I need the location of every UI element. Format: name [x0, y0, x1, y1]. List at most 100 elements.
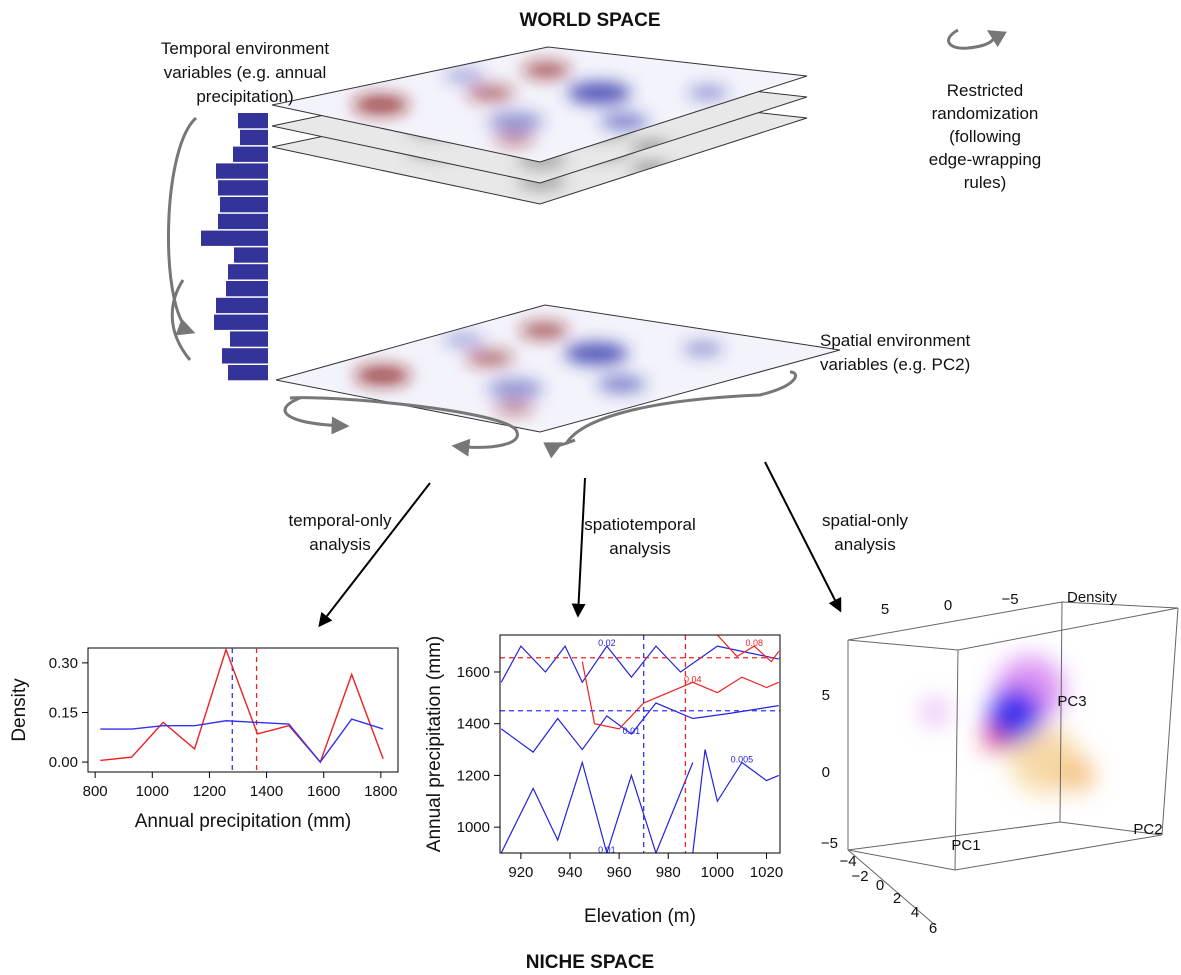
hist-bar	[222, 348, 268, 364]
hist-bar	[218, 213, 268, 230]
x-tick-label: 1800	[364, 783, 397, 800]
label-line: randomization	[932, 104, 1039, 123]
label-line: precipitation)	[196, 87, 293, 106]
contour-line	[692, 749, 780, 853]
label-line: rules)	[964, 173, 1007, 192]
arrow	[167, 116, 198, 336]
axis-label: PC1	[951, 837, 980, 854]
arrow	[764, 461, 842, 613]
tick-label: 0	[876, 877, 884, 894]
tick-label: −5	[1001, 591, 1018, 608]
x-tick-label: 1000	[136, 783, 169, 800]
hist-bar	[214, 314, 268, 330]
arrow	[170, 279, 192, 361]
texture-blob	[688, 85, 728, 100]
arrow	[564, 370, 797, 445]
axis-label: PC3	[1057, 693, 1086, 710]
texture-blob	[597, 375, 646, 393]
hist-bar	[226, 281, 268, 297]
density-cloud	[921, 656, 1094, 794]
y-tick-label: 0.15	[49, 704, 78, 721]
layer-base	[276, 305, 840, 432]
world-layers	[271, 46, 841, 433]
temporal-histogram	[201, 113, 268, 381]
arrow	[283, 396, 350, 435]
labels: Temporal environment variables (e.g. annu…	[161, 39, 1041, 558]
contour-label: 0.08	[745, 638, 763, 648]
tick-label: 0	[944, 597, 952, 614]
hist-bar	[234, 247, 268, 263]
tick-label: −4	[839, 853, 856, 870]
tick-label: 4	[911, 904, 919, 921]
texture-blob	[466, 84, 515, 102]
tick-label: 2	[893, 890, 901, 907]
hist-bar	[201, 230, 268, 246]
label-line: temporal-only	[289, 511, 392, 530]
plot-frame	[87, 647, 399, 773]
label-line: (following	[949, 127, 1021, 146]
x-tick-label: 980	[656, 864, 681, 881]
texture-blob	[352, 95, 409, 115]
texture-blob	[487, 112, 544, 132]
label-line: analysis	[609, 539, 670, 558]
texture-blob	[567, 81, 632, 105]
x-tick-label: 960	[607, 864, 632, 881]
layer-edge	[271, 46, 808, 163]
x-tick-label: 940	[557, 864, 582, 881]
contour-line	[500, 644, 779, 684]
x-tick-label: 920	[508, 864, 533, 881]
world-title: WORLD SPACE	[519, 10, 660, 31]
axis-label: Density	[1067, 589, 1118, 606]
tick-label: 5	[881, 601, 889, 618]
x-tick-label: 1200	[193, 783, 226, 800]
layer-texture	[354, 322, 723, 415]
tick-label: −5	[821, 835, 838, 852]
contour-line	[500, 760, 694, 853]
texture-blob	[631, 162, 672, 177]
hist-bar	[228, 365, 268, 381]
texture-blob	[354, 365, 411, 386]
layer-edge	[275, 304, 841, 433]
layer	[276, 305, 840, 432]
arrow	[571, 477, 586, 618]
contour-plot: 0.02 0.01 0.01 0.005 0.04 0.08 920 940 960 980 100…	[424, 634, 783, 927]
y-tick-label: 1200	[457, 767, 490, 784]
label-line: Spatial environment	[820, 331, 971, 350]
arrow	[947, 28, 1007, 50]
texture-blob	[564, 342, 629, 365]
hist-bar	[220, 197, 268, 213]
niche-title: NICHE SPACE	[526, 952, 654, 973]
arrow	[543, 438, 576, 459]
contour-label: 0.02	[598, 638, 616, 648]
hist-bar	[218, 180, 268, 196]
hist-bar	[230, 331, 268, 347]
label-line: variables (e.g. PC2)	[820, 355, 970, 374]
x-axis-title: Annual precipitation (mm)	[135, 811, 351, 832]
axis-label: PC2	[1133, 821, 1162, 838]
y-tick-label: 0.00	[49, 754, 78, 771]
box	[847, 601, 1179, 926]
tick-label: 0	[822, 764, 830, 781]
tick-label: 5	[822, 687, 830, 704]
label-line: edge-wrapping	[929, 150, 1041, 169]
texture-blob	[494, 400, 535, 415]
texture-blob	[600, 113, 649, 130]
x-tick-label: 1000	[701, 864, 734, 881]
x-axis-title: Elevation (m)	[584, 906, 696, 927]
label-line: analysis	[834, 535, 895, 554]
series-line	[100, 718, 384, 764]
y-axis-title: Density	[9, 678, 30, 742]
texture-blob	[444, 68, 485, 83]
contour-label: 0.01	[623, 726, 641, 736]
analysis-arrows	[318, 461, 842, 628]
hist-bar	[233, 146, 268, 162]
tick-label: −2	[851, 868, 868, 885]
x-tick-label: 800	[83, 783, 108, 800]
texture-blob	[494, 132, 535, 147]
hist-bar	[240, 129, 268, 146]
layer-texture	[352, 61, 728, 147]
label-line: Restricted	[947, 81, 1024, 100]
y-tick-label: 1400	[457, 716, 490, 733]
texture-blob	[487, 378, 544, 399]
